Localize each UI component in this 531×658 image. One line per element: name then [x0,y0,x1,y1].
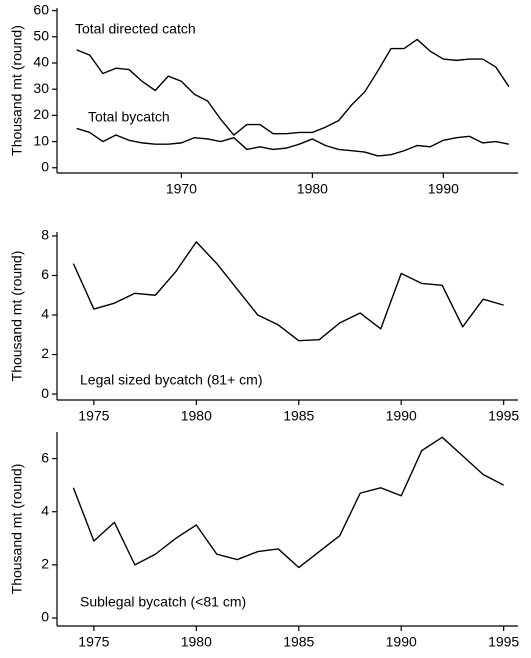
x-tick-label: 1995 [488,408,519,424]
y-tick-label: 50 [33,28,49,44]
x-tick-label: 1990 [386,634,417,650]
y-tick-label: 20 [33,106,49,122]
series-line [76,127,509,157]
series-label: Legal sized bycatch (81+ cm) [80,372,262,388]
y-tick-label: 2 [41,345,49,361]
y-tick-label: 60 [33,1,49,17]
y-tick-label: 6 [41,449,49,465]
y-tick-label: 4 [41,306,49,322]
x-tick-label: 1980 [297,181,328,197]
y-tick-label: 6 [41,266,49,282]
y-axis-label: Thousand mt (round) [9,25,25,156]
x-tick-label: 1985 [283,408,314,424]
series-line [76,38,510,136]
y-tick-label: 0 [41,385,49,401]
series-line [72,241,504,342]
x-tick-label: 1970 [166,181,197,197]
x-tick-label: 1980 [181,634,212,650]
y-tick-label: 4 [41,502,49,518]
y-axis-label: Thousand mt (round) [9,464,25,595]
y-tick-label: 40 [33,54,49,70]
y-tick-label: 0 [41,158,49,174]
y-tick-label: 0 [41,609,49,625]
y-axis-label: Thousand mt (round) [9,251,25,382]
y-tick-label: 2 [41,556,49,572]
series-label: Total directed catch [75,21,196,37]
series-line [72,436,504,569]
series-label: Sublegal bycatch (<81 cm) [80,594,246,610]
y-tick-label: 10 [33,132,49,148]
y-tick-label: 8 [41,227,49,243]
x-tick-label: 1995 [488,634,519,650]
series-label: Total bycatch [88,109,170,125]
x-tick-label: 1990 [428,181,459,197]
x-tick-label: 1980 [181,408,212,424]
x-tick-label: 1985 [283,634,314,650]
x-tick-label: 1990 [386,408,417,424]
y-tick-label: 30 [33,80,49,96]
x-tick-label: 1975 [78,634,109,650]
x-tick-label: 1975 [78,408,109,424]
